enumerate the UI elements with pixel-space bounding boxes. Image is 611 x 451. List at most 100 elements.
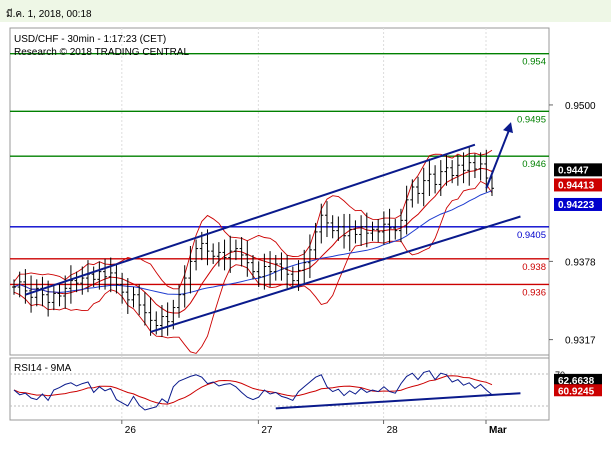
ohlc-bar (194, 239, 199, 271)
price-tag (554, 197, 602, 211)
ohlc-bar (29, 275, 34, 313)
ohlc-bar (251, 254, 255, 280)
ohlc-bar (324, 201, 329, 238)
ohlc-bar (279, 252, 284, 281)
rsi-value-tag (554, 373, 602, 386)
ohlc-bar (182, 265, 187, 308)
ohlc-bar (342, 213, 347, 249)
price-axis-area (549, 28, 611, 420)
price-tag-label: 0.94413 (558, 180, 595, 191)
time-axis-label: 28 (387, 425, 399, 436)
ohlc-bar (245, 240, 250, 277)
ohlc-bar (239, 237, 244, 267)
ohlc-bar (359, 215, 364, 246)
ohlc-bar (23, 269, 28, 304)
price-axis-label: 0.9317 (565, 336, 596, 347)
ohlc-bar (450, 160, 455, 184)
price-tag-label: 0.94223 (558, 200, 595, 211)
ohlc-bar (34, 279, 39, 307)
level-label: 0.938 (522, 262, 546, 273)
ohlc-bar (74, 271, 79, 293)
ohlc-bar (91, 266, 96, 288)
ohlc-bar (461, 152, 466, 184)
ohlc-bar (188, 246, 193, 294)
ohlc-bar (216, 242, 221, 267)
ohlc-bar (262, 253, 267, 290)
ohlc-bar (438, 160, 443, 196)
ohlc-bar (68, 265, 73, 304)
ohlc-bar (290, 266, 295, 289)
ohlc-bar (370, 221, 375, 241)
level-label: 0.954 (522, 57, 546, 68)
indicator-frame (9, 357, 550, 421)
projection-arrowhead (503, 122, 513, 134)
rsi-ma-line (13, 375, 493, 405)
ohlc-bar (148, 297, 153, 336)
ohlc-bar (51, 285, 56, 311)
ohlc-bar (319, 203, 324, 244)
level-label: 0.936 (522, 287, 546, 298)
ohlc-bar (108, 257, 113, 293)
main-plot-frame (9, 27, 550, 356)
price-axis-label: 0.9500 (565, 101, 596, 112)
timestamp-label: มี.ค. 1, 2018, 00:18 (6, 9, 92, 20)
ohlc-bar (12, 279, 16, 295)
time-axis-label: 26 (125, 425, 137, 436)
ohlc-bar (347, 213, 352, 252)
level-label: 0.9495 (517, 114, 546, 125)
ohlc-bar (376, 219, 381, 243)
ohlc-bar (205, 229, 210, 266)
price-tag (554, 163, 602, 177)
ohlc-bar (222, 239, 227, 271)
rsi-line (13, 370, 493, 411)
rsi-value-tag (554, 384, 602, 397)
ohlc-bar (353, 220, 358, 244)
trend-channel-line (25, 143, 476, 296)
timestamp-bar: มี.ค. 1, 2018, 00:18 (0, 0, 611, 22)
ohlc-bar (427, 158, 432, 196)
ohlc-bar (285, 254, 290, 289)
projection-arrow (485, 129, 510, 189)
ohlc-bar (211, 243, 216, 264)
ohlc-bar (410, 179, 415, 208)
ohlc-bar (472, 153, 477, 179)
ohlc-bar (433, 165, 438, 194)
chart-subtitle: Research © 2018 TRADING CENTRAL (14, 47, 189, 58)
ohlc-bar (228, 235, 233, 273)
price-axis-label: 0.9378 (565, 257, 596, 268)
ohlc-bar (484, 149, 489, 193)
ohlc-bar (416, 176, 421, 204)
ohlc-bar (137, 284, 142, 316)
ohlc-bar (444, 153, 449, 186)
ohlc-bar (307, 234, 312, 279)
ohlc-bar (103, 258, 108, 290)
level-label: 0.946 (522, 159, 546, 170)
ohlc-bar (467, 147, 472, 186)
ohlc-bar (125, 278, 130, 314)
ohlc-bar (336, 216, 341, 241)
ohlc-bar (120, 272, 125, 304)
ohlc-bar (268, 251, 273, 288)
level-label: 0.9405 (517, 230, 546, 241)
ohlc-bar (17, 271, 22, 298)
ohlc-bar (256, 261, 261, 288)
ohlc-bar (421, 167, 426, 207)
ohlc-bar (330, 215, 335, 239)
ohlc-bar (177, 284, 182, 318)
ohlc-bar (364, 212, 369, 248)
ohlc-bar (57, 283, 62, 307)
ohlc-bar (159, 304, 164, 338)
ohlc-bar (80, 266, 85, 295)
ohlc-bar (233, 239, 238, 261)
ohlc-bar (97, 261, 102, 290)
ohlc-bar (398, 208, 403, 243)
chart-title: USD/CHF - 30min - 1:17:23 (CET) (14, 34, 166, 45)
ohlc-bar (131, 287, 136, 308)
ohlc-bar (313, 222, 318, 259)
time-axis-label: 27 (261, 425, 273, 436)
ohlc-bar (404, 185, 409, 235)
ohlc-bar (142, 292, 147, 326)
ohlc-bar (165, 302, 170, 336)
